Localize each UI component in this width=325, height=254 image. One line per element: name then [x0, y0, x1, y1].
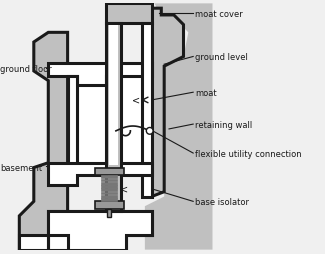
Polygon shape	[19, 211, 152, 250]
Polygon shape	[19, 33, 68, 250]
Bar	[101, 198, 117, 201]
Circle shape	[146, 128, 153, 135]
Text: moat: moat	[195, 88, 217, 97]
Polygon shape	[48, 64, 152, 86]
Polygon shape	[48, 163, 152, 185]
Bar	[101, 192, 117, 195]
Polygon shape	[106, 4, 152, 24]
Text: retaining wall: retaining wall	[195, 120, 252, 129]
Bar	[142, 24, 152, 197]
Text: <: <	[132, 96, 140, 105]
Bar	[95, 168, 124, 176]
Bar	[101, 185, 117, 188]
Bar	[101, 195, 117, 198]
Bar	[101, 182, 117, 185]
Bar	[101, 176, 117, 178]
Polygon shape	[48, 211, 152, 250]
Polygon shape	[145, 4, 213, 250]
Polygon shape	[152, 9, 184, 197]
Text: base isolator: base isolator	[195, 197, 249, 206]
Text: flexible utility connection: flexible utility connection	[195, 149, 302, 158]
Text: moat cover: moat cover	[195, 9, 243, 19]
Bar	[107, 209, 111, 217]
Bar	[95, 202, 124, 209]
Text: <: <	[120, 184, 128, 194]
Text: basement: basement	[0, 163, 42, 172]
Polygon shape	[77, 76, 142, 163]
Bar	[101, 179, 117, 182]
Bar	[101, 188, 117, 191]
Bar	[106, 24, 121, 211]
Text: ground level: ground level	[195, 53, 248, 62]
Bar	[109, 25, 118, 165]
Text: ground floor: ground floor	[0, 64, 52, 73]
Bar	[68, 76, 77, 168]
